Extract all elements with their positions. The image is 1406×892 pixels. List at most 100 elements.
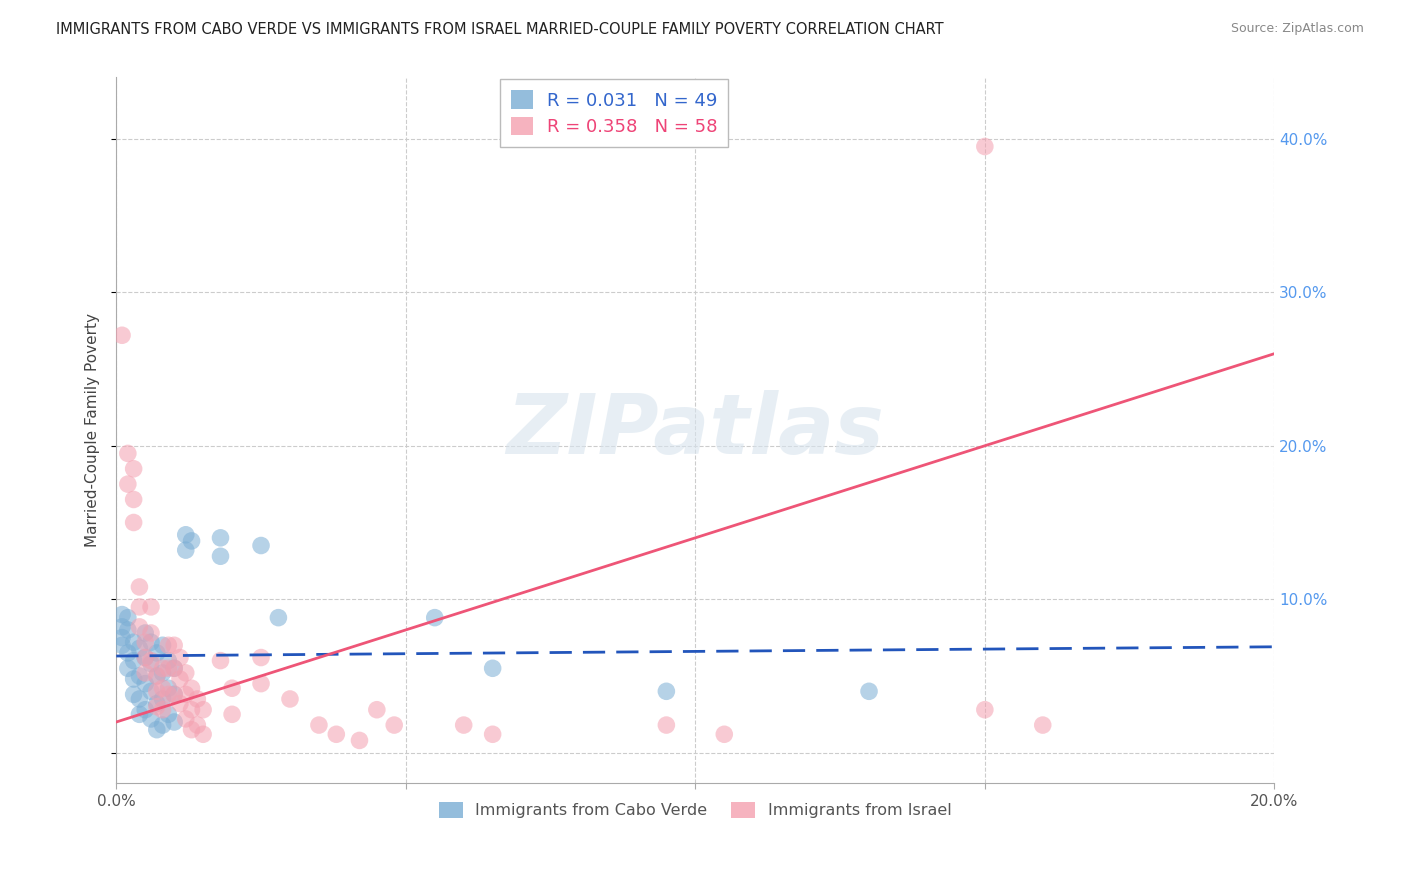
Point — [152, 638, 174, 652]
Point — [152, 703, 174, 717]
Point — [174, 712, 197, 726]
Point — [122, 492, 145, 507]
Point — [139, 712, 162, 726]
Point — [481, 727, 503, 741]
Text: Source: ZipAtlas.com: Source: ZipAtlas.com — [1230, 22, 1364, 36]
Y-axis label: Married-Couple Family Poverty: Married-Couple Family Poverty — [86, 313, 100, 548]
Point — [117, 477, 139, 491]
Point — [186, 718, 208, 732]
Point — [191, 727, 214, 741]
Text: ZIPatlas: ZIPatlas — [506, 390, 884, 471]
Point — [146, 669, 169, 683]
Point — [180, 681, 202, 696]
Point — [139, 657, 162, 671]
Point — [139, 626, 162, 640]
Point — [122, 635, 145, 649]
Point — [157, 681, 180, 696]
Point — [157, 687, 180, 701]
Point — [117, 446, 139, 460]
Point — [209, 549, 232, 564]
Point — [267, 610, 290, 624]
Point — [163, 714, 186, 729]
Legend: Immigrants from Cabo Verde, Immigrants from Israel: Immigrants from Cabo Verde, Immigrants f… — [432, 796, 959, 825]
Point — [191, 703, 214, 717]
Point — [174, 528, 197, 542]
Point — [209, 654, 232, 668]
Point — [122, 654, 145, 668]
Point — [481, 661, 503, 675]
Point — [713, 727, 735, 741]
Point — [152, 665, 174, 680]
Point — [655, 684, 678, 698]
Point — [128, 599, 150, 614]
Point — [122, 516, 145, 530]
Point — [163, 638, 186, 652]
Point — [134, 650, 156, 665]
Point — [152, 718, 174, 732]
Point — [180, 533, 202, 548]
Point — [139, 635, 162, 649]
Point — [278, 692, 301, 706]
Point — [366, 703, 388, 717]
Point — [973, 139, 995, 153]
Point — [111, 607, 134, 622]
Point — [174, 687, 197, 701]
Point — [250, 539, 273, 553]
Point — [122, 462, 145, 476]
Point — [250, 676, 273, 690]
Point — [111, 638, 134, 652]
Point — [134, 626, 156, 640]
Point — [308, 718, 330, 732]
Point — [163, 687, 186, 701]
Point — [349, 733, 371, 747]
Point — [128, 620, 150, 634]
Point — [146, 646, 169, 660]
Point — [180, 723, 202, 737]
Point — [423, 610, 446, 624]
Point — [146, 669, 169, 683]
Point — [655, 718, 678, 732]
Point — [152, 681, 174, 696]
Point — [117, 610, 139, 624]
Point — [163, 687, 186, 701]
Point — [128, 692, 150, 706]
Point — [180, 703, 202, 717]
Point — [134, 635, 156, 649]
Point — [250, 650, 273, 665]
Point — [1032, 718, 1054, 732]
Point — [157, 707, 180, 722]
Point — [111, 328, 134, 343]
Point — [146, 684, 169, 698]
Point — [117, 623, 139, 637]
Point — [169, 672, 191, 686]
Point — [169, 697, 191, 711]
Point — [117, 661, 139, 675]
Point — [128, 580, 150, 594]
Point — [973, 703, 995, 717]
Point — [134, 650, 156, 665]
Point — [157, 654, 180, 668]
Point — [152, 661, 174, 675]
Point — [128, 669, 150, 683]
Point — [128, 641, 150, 656]
Point — [146, 699, 169, 714]
Point — [221, 681, 243, 696]
Point — [139, 599, 162, 614]
Point — [139, 654, 162, 668]
Point — [134, 703, 156, 717]
Point — [325, 727, 347, 741]
Point — [163, 661, 186, 675]
Point — [157, 661, 180, 675]
Point — [382, 718, 405, 732]
Point — [134, 665, 156, 680]
Text: IMMIGRANTS FROM CABO VERDE VS IMMIGRANTS FROM ISRAEL MARRIED-COUPLE FAMILY POVER: IMMIGRANTS FROM CABO VERDE VS IMMIGRANTS… — [56, 22, 943, 37]
Point — [134, 676, 156, 690]
Point — [111, 620, 134, 634]
Point — [157, 638, 180, 652]
Point — [122, 672, 145, 686]
Point — [186, 692, 208, 706]
Point — [221, 707, 243, 722]
Point — [163, 661, 186, 675]
Point — [146, 723, 169, 737]
Point — [122, 687, 145, 701]
